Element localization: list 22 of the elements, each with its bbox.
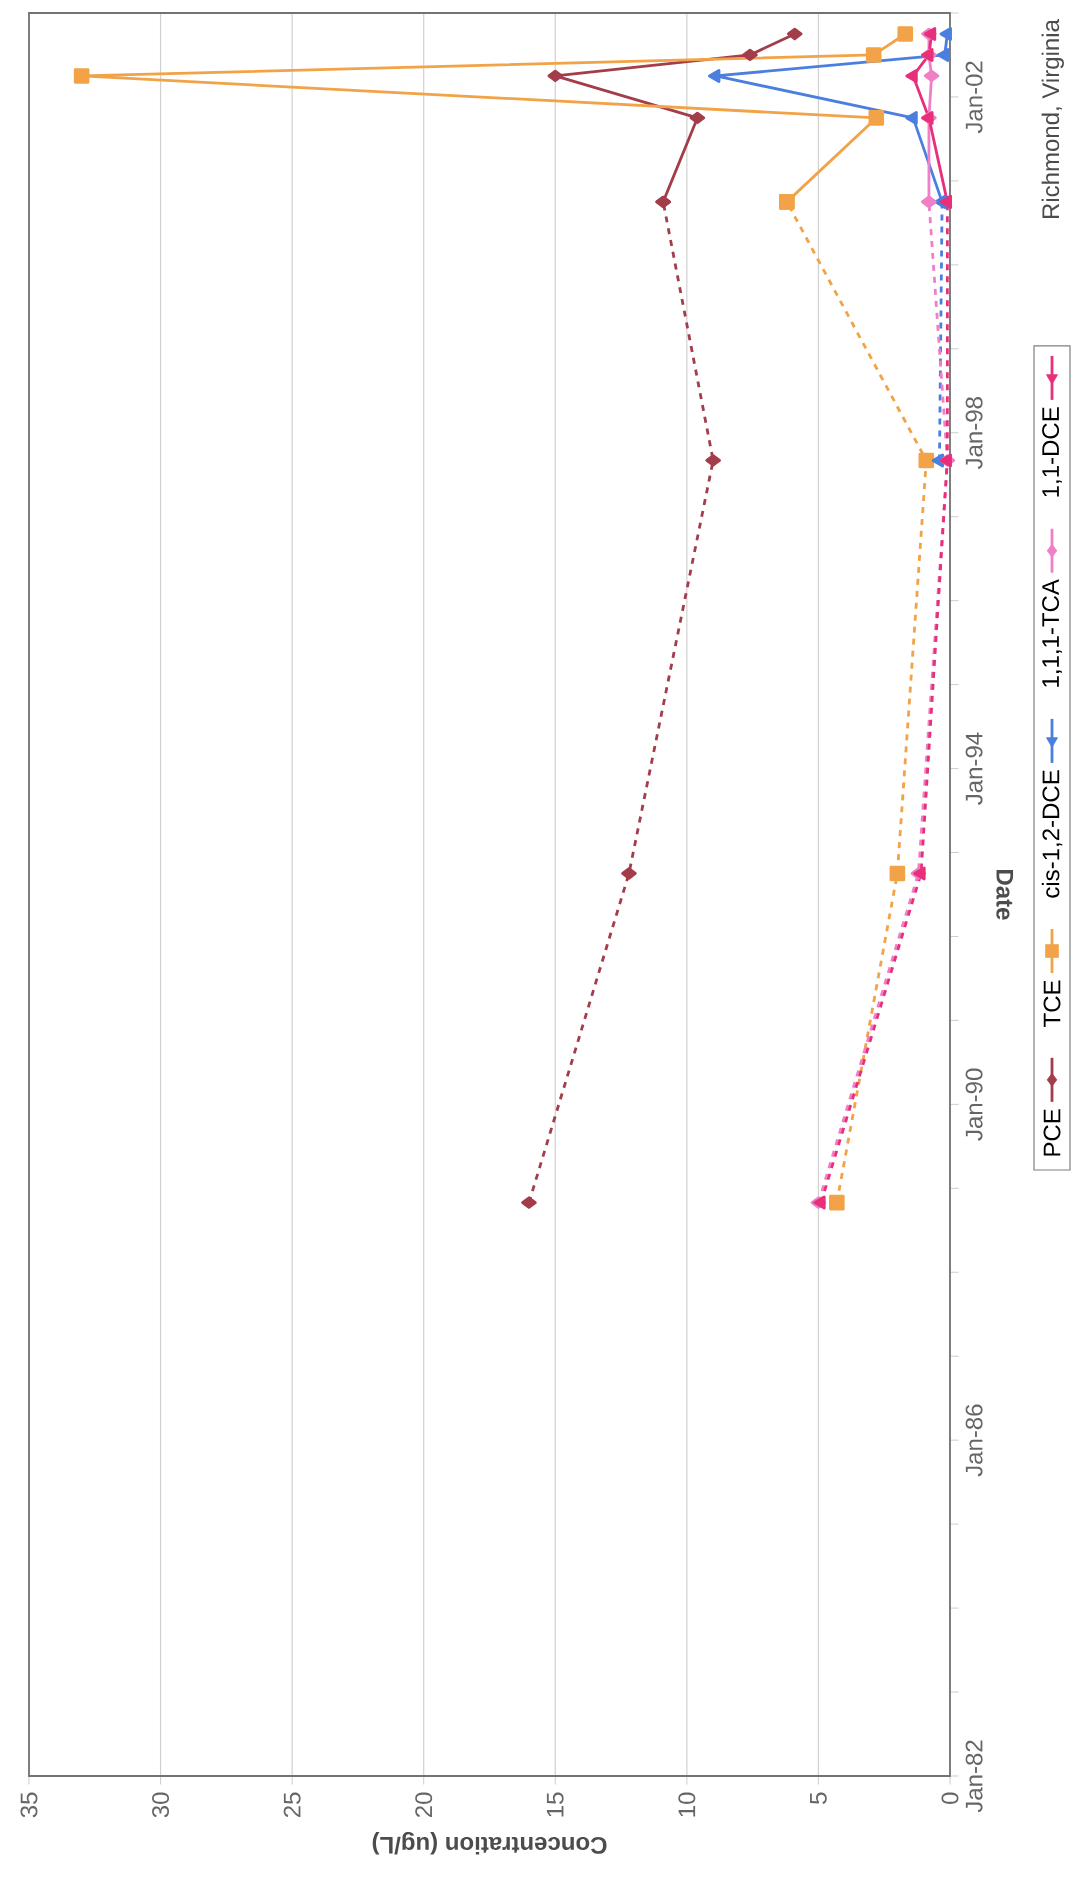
- x-tick-label: 5: [810, 1792, 827, 1804]
- x-tick-label: 30: [152, 1792, 170, 1818]
- x-tick-label: 0: [941, 1792, 959, 1804]
- y-tick-label: Jan-98: [965, 397, 983, 470]
- y-tick-label: Jan-02: [965, 61, 983, 134]
- y-tick-label: Jan-90: [965, 1068, 983, 1141]
- text: Richmond, Virginia: [1041, 19, 1064, 219]
- x-tick-label: 25: [283, 1792, 301, 1818]
- legend-label: cis-1,2-DCE: [1041, 770, 1063, 898]
- x-tick-label: 20: [415, 1792, 433, 1818]
- x-tick-label: 15: [546, 1792, 564, 1817]
- legend-label: PCE: [1043, 1109, 1061, 1156]
- y-axis-title: Date: [996, 870, 1014, 920]
- x-axis-title: Concentration (ug/L): [372, 1832, 607, 1855]
- y-tick-label: Jan-94: [965, 732, 983, 805]
- legend-label: 1,1-DCE: [1042, 407, 1062, 497]
- y-tick-label: Jan-82: [965, 1740, 983, 1813]
- x-tick-label: 35: [20, 1792, 38, 1818]
- legend-label: TCE: [1043, 980, 1061, 1027]
- legend-label: 1,1,1-TCA: [1042, 579, 1062, 687]
- y-tick-label: Jan-86: [965, 1404, 983, 1477]
- x-tick-label: 10: [678, 1792, 696, 1817]
